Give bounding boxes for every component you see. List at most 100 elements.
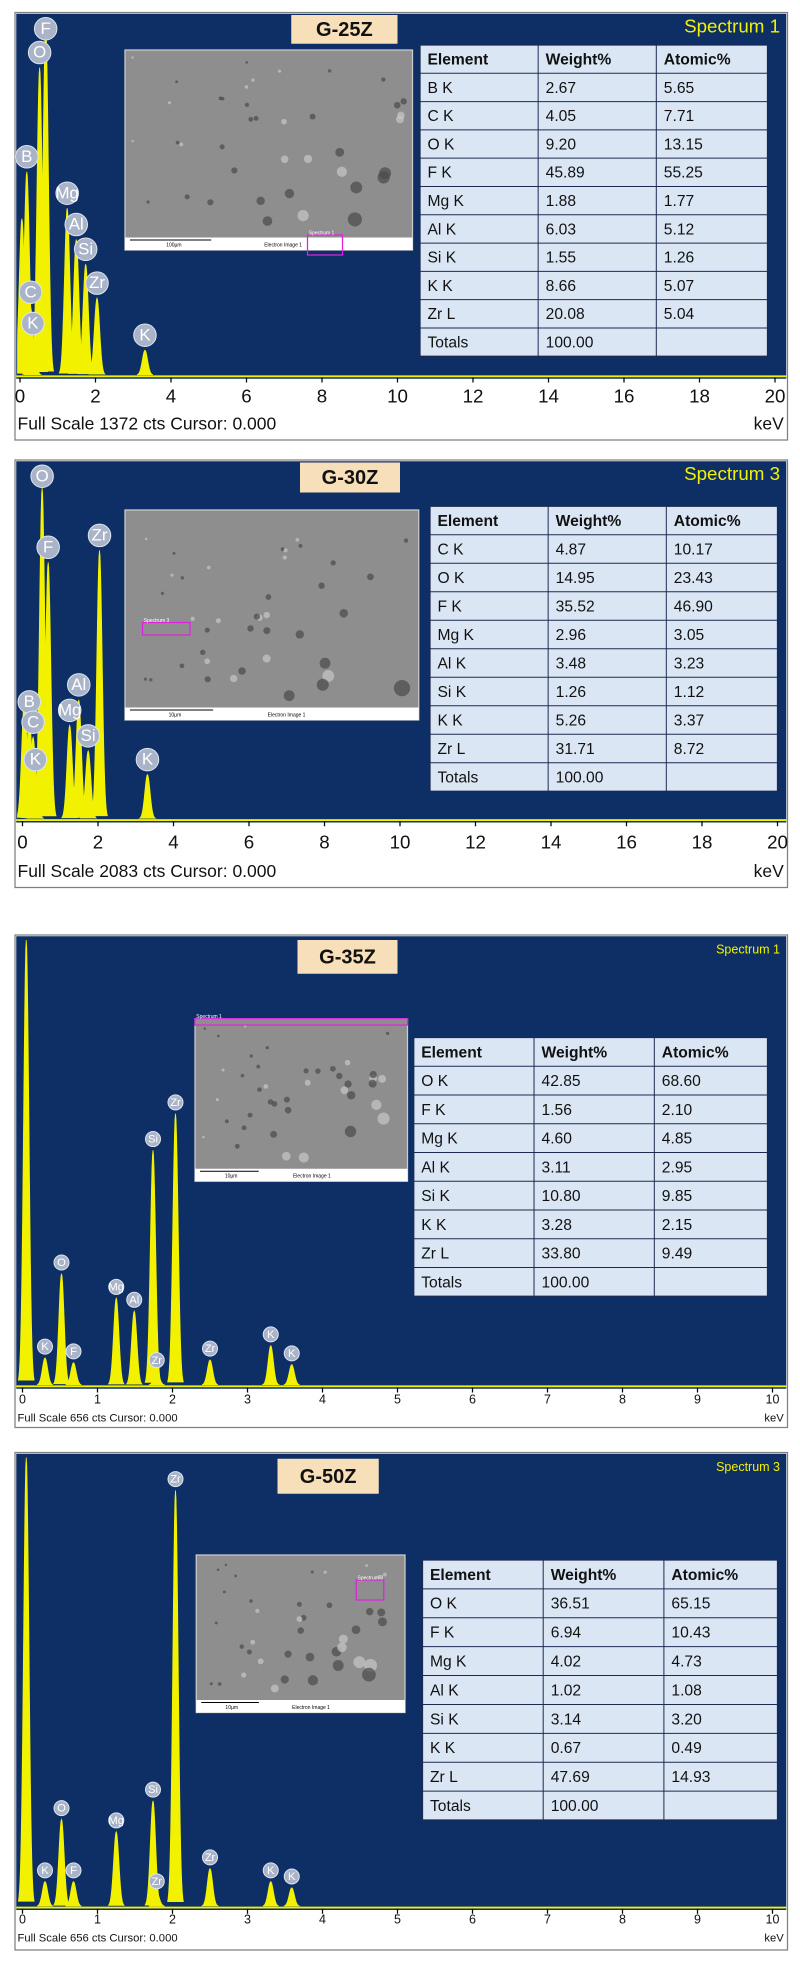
x-tick-label: 10 [766,1392,780,1406]
table-header: Weight% [551,1567,617,1584]
sem-texture [296,1616,303,1622]
sem-texture [244,85,249,89]
table-cell: B K [428,80,454,97]
table-cell: 4.02 [551,1653,581,1670]
peak-label: Zr [170,1474,181,1486]
sem-texture [283,1096,290,1103]
peak [167,1490,184,1902]
table-cell: K K [421,1217,447,1234]
sem-texture [209,1682,213,1686]
sem-texture [283,690,295,702]
sem-texture [247,1112,253,1118]
peak-label-badge [202,1849,218,1866]
table-cell: 100.00 [551,1798,599,1815]
sem-texture [277,69,282,73]
peak-label-badge [36,535,60,560]
x-tick-label: 10 [390,832,411,853]
x-tick-label: 4 [319,1912,326,1926]
table-cell: 1.88 [546,193,576,210]
sem-texture [382,1572,387,1577]
peak-label: K [139,325,151,344]
table-cell: K K [438,712,464,729]
peak-label-badge [65,1343,82,1360]
table-header: Atomic% [664,52,731,69]
table-cell: Totals [430,1798,471,1815]
table-cell: 1.12 [674,684,704,701]
peak-label: K [288,1871,296,1883]
sem-texture [267,1099,274,1105]
sem-texture [249,1599,253,1603]
table-cell: Zr L [428,306,456,323]
table-cell: Al K [428,221,457,238]
peak-label: Zr [205,1343,216,1355]
x-tick-label: 8 [319,832,329,853]
sem-texture [298,1152,309,1163]
sem-texture [170,573,174,577]
sem-texture [216,1568,220,1572]
table-cell: Mg K [438,627,475,644]
peak-label-badge [76,724,100,748]
sem-texture [378,1074,387,1083]
sem-texture [280,155,289,164]
table-cell: 20.08 [546,306,585,323]
sem-texture [284,188,295,199]
chart-title: G-25Z [316,19,373,41]
peak-label-badge [167,1471,184,1488]
peak-label: Si [81,726,96,745]
sem-texture [353,1656,366,1669]
sem-texture [217,1682,222,1686]
sem-texture [362,1667,376,1682]
peak [167,1113,184,1383]
x-tick-label: 18 [692,832,713,853]
sem-texture [220,96,225,101]
peak-label-badge [37,1862,53,1879]
x-tick-label: 10 [387,385,408,406]
spectrum-panel: K O F Mg Al Si Zr Zr Zr K K 0 1 2 3 4 5 6 7 8 9 10 Full Scale … [14,934,789,1429]
sem-texture [241,1125,247,1131]
spectrum-area-label: Spectrum 1 [196,1014,222,1020]
sem-texture [179,663,185,669]
peak-label-badge [148,1352,165,1369]
peak [65,1881,82,1907]
x-tick-label: 6 [469,1392,476,1406]
sem-texture [368,1079,377,1088]
peak-label: Mg [108,1815,124,1827]
table-header: Element [430,1567,491,1584]
sem-texture [315,1068,321,1074]
table-cell: 1.26 [664,250,694,267]
sem-texture [393,680,411,697]
table-cell: 3.14 [551,1711,582,1728]
sem-texture [222,1590,226,1594]
table-cell: 10.80 [542,1188,581,1205]
table-header: Atomic% [662,1044,729,1061]
sem-texture [283,548,288,553]
peak-label-badge [21,311,45,336]
table-cell: 3.20 [671,1711,702,1728]
sem-texture [247,625,254,632]
sem-texture [336,1072,343,1080]
sem-texture [284,1650,292,1658]
sem-texture [377,1575,382,1580]
chart-title: G-50Z [300,1466,357,1488]
table-cell: 36.51 [551,1596,590,1613]
table-cell: 1.26 [556,684,586,701]
spectrum-area-label: Spectrum 3 [144,618,170,624]
peak-label: Si [78,239,93,258]
sem-info-bar [196,1700,405,1713]
sem-texture [256,196,265,206]
peak-label-badge [148,1873,165,1890]
table-cell: Zr L [430,1769,458,1786]
table-header: Element [438,513,499,530]
sem-texture [255,1608,260,1613]
scale-bar-label: 10µm [225,1174,238,1180]
x-tick-label: 4 [168,832,178,853]
x-tick-label: 0 [17,832,27,853]
sem-texture [295,630,304,639]
table-cell: 10.17 [674,541,713,558]
peak-label-badge [64,212,88,237]
sem-texture [336,166,347,177]
table-cell: 5.07 [664,278,694,295]
sem-texture [337,1642,347,1653]
peak [283,1887,300,1907]
x-tick-label: 8 [619,1392,626,1406]
